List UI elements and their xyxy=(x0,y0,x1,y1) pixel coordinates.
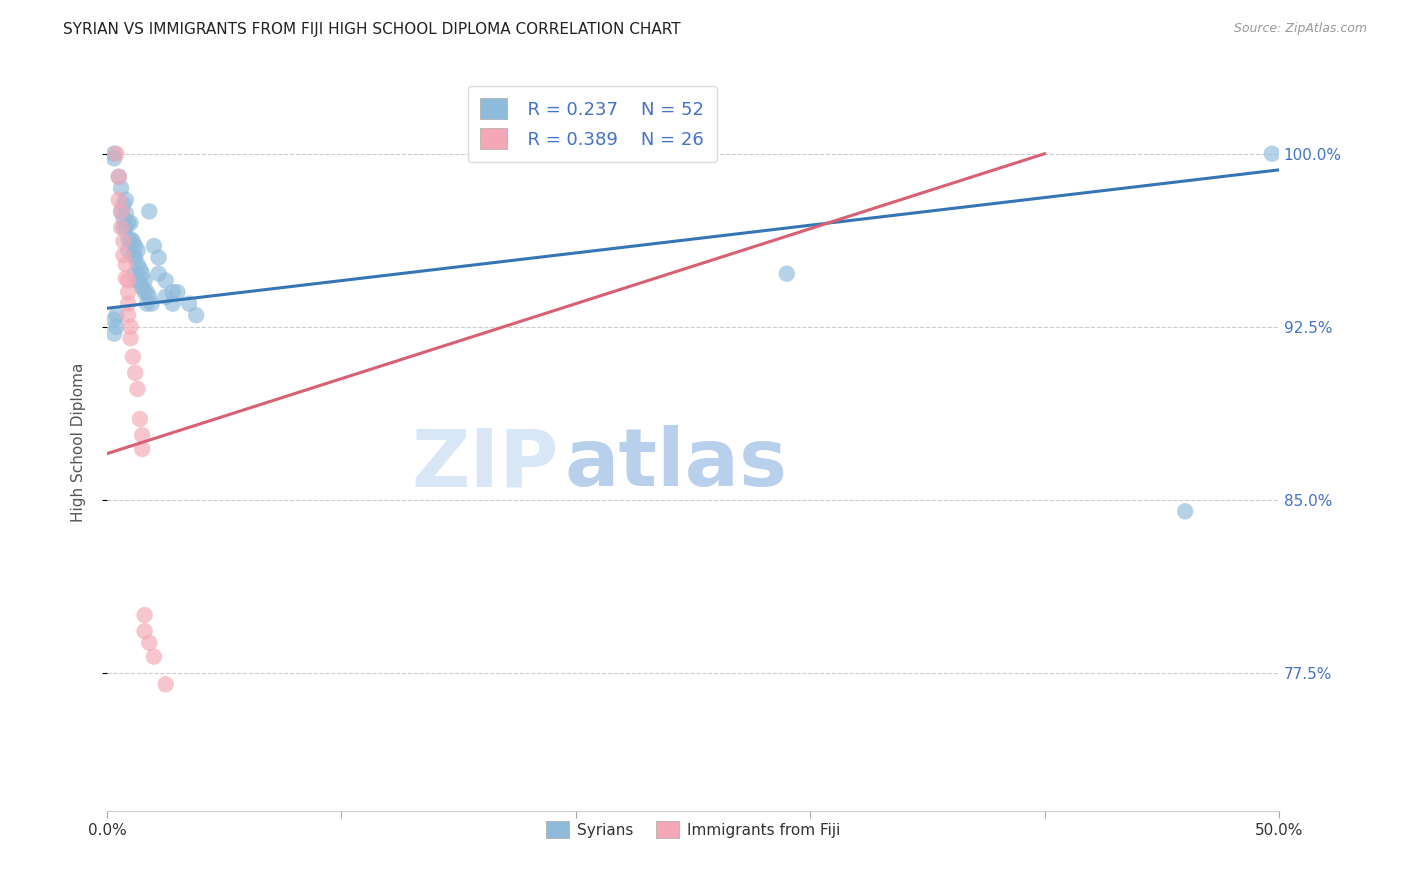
Point xyxy=(128,412,150,426)
Point xyxy=(135,285,157,300)
Point xyxy=(103,326,125,341)
Point xyxy=(134,274,156,288)
Point xyxy=(776,267,799,281)
Point xyxy=(114,257,136,271)
Point xyxy=(103,313,125,327)
Point xyxy=(162,296,184,310)
Point xyxy=(103,146,125,161)
Legend: Syrians, Immigrants from Fiji: Syrians, Immigrants from Fiji xyxy=(540,815,846,844)
Point xyxy=(127,274,149,288)
Point xyxy=(128,276,150,290)
Point xyxy=(155,290,177,304)
Point xyxy=(120,331,142,345)
Point xyxy=(107,193,129,207)
Point xyxy=(117,232,139,246)
Point xyxy=(148,267,170,281)
Point xyxy=(131,442,153,456)
Point xyxy=(127,257,149,271)
Point xyxy=(117,308,139,322)
Point xyxy=(117,274,139,288)
Point xyxy=(105,146,128,161)
Point xyxy=(124,267,146,281)
Point xyxy=(131,428,153,442)
Point xyxy=(107,169,129,184)
Text: ZIP: ZIP xyxy=(411,425,558,503)
Point xyxy=(184,308,207,322)
Point xyxy=(121,235,143,249)
Point xyxy=(162,285,184,300)
Point xyxy=(120,216,142,230)
Point xyxy=(124,251,146,265)
Point xyxy=(110,181,132,195)
Point xyxy=(120,319,142,334)
Point xyxy=(112,197,135,211)
Point xyxy=(177,296,200,310)
Point xyxy=(155,274,177,288)
Text: SYRIAN VS IMMIGRANTS FROM FIJI HIGH SCHOOL DIPLOMA CORRELATION CHART: SYRIAN VS IMMIGRANTS FROM FIJI HIGH SCHO… xyxy=(63,22,681,37)
Point xyxy=(112,248,135,262)
Point xyxy=(138,204,160,219)
Point xyxy=(166,285,188,300)
Point xyxy=(112,220,135,235)
Point xyxy=(117,244,139,258)
Point xyxy=(120,232,142,246)
Point xyxy=(142,649,165,664)
Y-axis label: High School Diploma: High School Diploma xyxy=(72,362,86,522)
Point xyxy=(134,285,156,300)
Point xyxy=(124,239,146,253)
Point xyxy=(131,267,153,281)
Point xyxy=(124,366,146,380)
Point xyxy=(134,608,156,623)
Point xyxy=(110,204,132,219)
Point xyxy=(134,624,156,639)
Point xyxy=(110,220,132,235)
Point xyxy=(110,204,132,219)
Point xyxy=(107,169,129,184)
Point xyxy=(1174,504,1197,518)
Point xyxy=(105,308,128,322)
Text: Source: ZipAtlas.com: Source: ZipAtlas.com xyxy=(1233,22,1367,36)
Point xyxy=(128,262,150,277)
Point xyxy=(114,271,136,285)
Point xyxy=(1261,146,1284,161)
Point xyxy=(114,207,136,221)
Point xyxy=(121,248,143,262)
Point xyxy=(155,677,177,691)
Point xyxy=(148,251,170,265)
Point xyxy=(141,296,163,310)
Point xyxy=(105,319,128,334)
Point xyxy=(103,152,125,166)
Text: atlas: atlas xyxy=(564,425,787,503)
Point xyxy=(138,636,160,650)
Point xyxy=(112,235,135,249)
Point xyxy=(117,216,139,230)
Point xyxy=(114,193,136,207)
Point xyxy=(131,280,153,294)
Point xyxy=(135,296,157,310)
Point xyxy=(142,239,165,253)
Point xyxy=(127,244,149,258)
Point xyxy=(138,290,160,304)
Point xyxy=(121,350,143,364)
Point xyxy=(127,382,149,396)
Point xyxy=(112,211,135,226)
Point xyxy=(114,220,136,235)
Point xyxy=(117,285,139,300)
Point xyxy=(117,296,139,310)
